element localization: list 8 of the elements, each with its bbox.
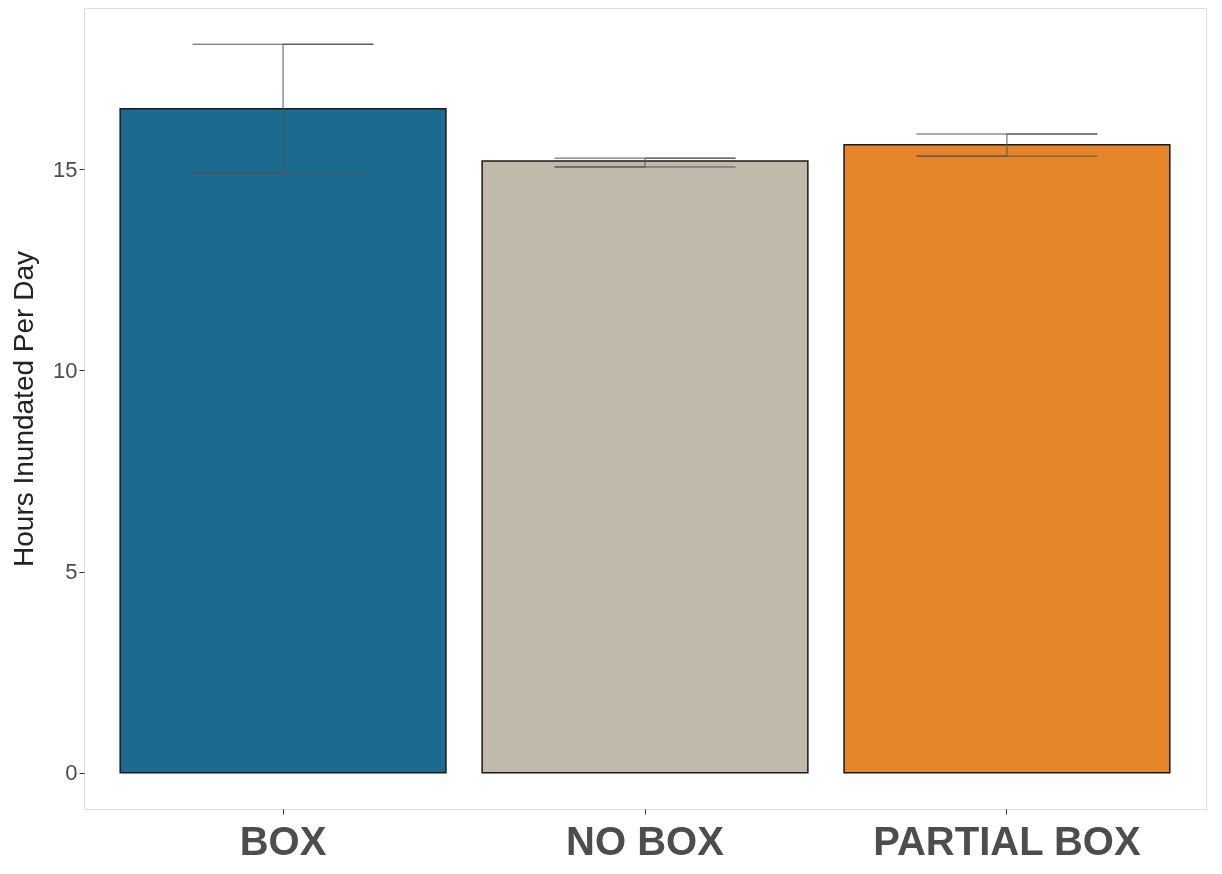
y-tick-label: 15 <box>53 156 78 182</box>
y-tick-label: 0 <box>65 760 78 786</box>
x-tick-label: NO BOX <box>566 818 725 863</box>
x-tick-label: BOX <box>239 818 327 863</box>
y-axis-title: Hours Inundated Per Day <box>8 251 40 567</box>
x-tick-label: PARTIAL BOX <box>873 818 1141 863</box>
y-tick-label: 10 <box>53 357 78 383</box>
y-tick-label: 5 <box>65 559 78 585</box>
